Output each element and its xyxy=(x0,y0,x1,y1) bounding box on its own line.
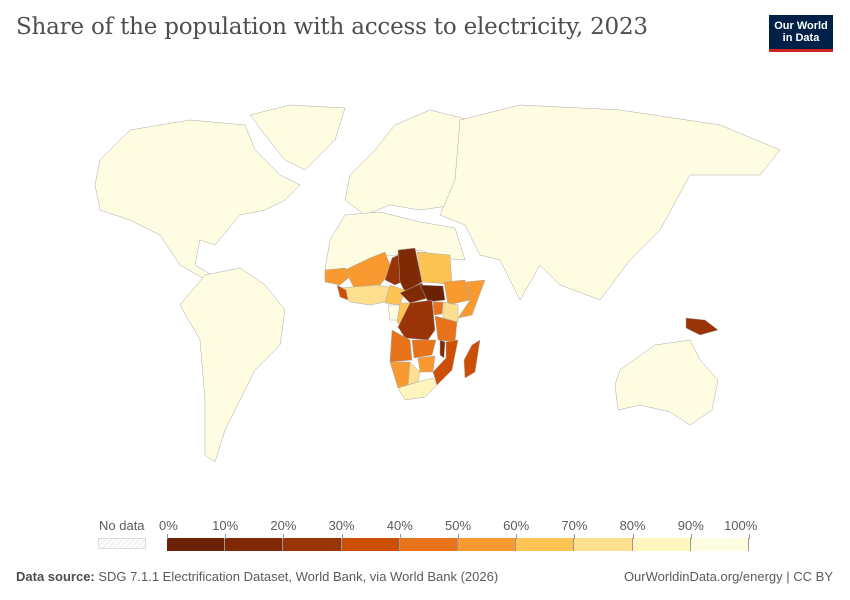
legend-tick-label: 90% xyxy=(677,518,704,533)
legend-tick xyxy=(458,534,459,539)
legend-tick-label: 30% xyxy=(328,518,355,533)
legend-bin[interactable] xyxy=(341,538,400,551)
legend-tick xyxy=(167,534,168,539)
legend-tick xyxy=(632,534,634,539)
region-angola[interactable] xyxy=(389,329,413,363)
region-kenya[interactable] xyxy=(442,301,459,323)
legend-bin[interactable] xyxy=(574,538,633,551)
legend-bin[interactable] xyxy=(458,538,517,551)
region-botswana[interactable] xyxy=(407,361,421,386)
legend-tick xyxy=(749,534,750,539)
region-png[interactable] xyxy=(685,317,719,336)
region-sudan[interactable] xyxy=(416,251,453,286)
legend-tick xyxy=(225,534,227,539)
region-somalia[interactable] xyxy=(457,279,486,319)
legend-bin[interactable] xyxy=(283,538,342,551)
owid-logo[interactable]: Our World in Data xyxy=(769,15,833,52)
region-malawi[interactable] xyxy=(439,339,446,359)
region-madagascar[interactable] xyxy=(463,339,481,379)
region-australia[interactable] xyxy=(614,339,719,426)
region-zimbabwe[interactable] xyxy=(417,355,436,373)
legend-bin[interactable] xyxy=(690,538,749,551)
legend-bin[interactable] xyxy=(516,538,575,551)
region-ethiopia[interactable] xyxy=(443,279,471,306)
legend-tick-label: 40% xyxy=(386,518,413,533)
legend-bin[interactable] xyxy=(632,538,691,551)
legend-tick xyxy=(574,534,576,539)
region-mauritania[interactable] xyxy=(324,267,353,286)
region-south-sudan[interactable] xyxy=(419,284,446,303)
region-zambia[interactable] xyxy=(411,339,437,359)
no-data-swatch xyxy=(98,538,146,549)
region-south-africa[interactable] xyxy=(397,377,438,401)
logo-line-1: Our World xyxy=(774,20,828,32)
legend-tick-label: 20% xyxy=(270,518,297,533)
world-map xyxy=(94,104,781,463)
legend-tick xyxy=(283,534,285,539)
no-data-label: No data xyxy=(99,518,145,533)
legend-tick xyxy=(341,534,343,539)
region-north-america[interactable] xyxy=(94,119,301,286)
region-greenland[interactable] xyxy=(249,104,346,171)
region-south-america[interactable] xyxy=(179,267,286,463)
legend-tick-label: 80% xyxy=(619,518,646,533)
page-title: Share of the population with access to e… xyxy=(16,14,648,40)
region-namibia[interactable] xyxy=(389,361,411,389)
footer-link[interactable]: OurWorldinData.org/energy | CC BY xyxy=(623,569,833,584)
legend-tick-label: 10% xyxy=(212,518,239,533)
legend-tick xyxy=(690,534,692,539)
data-source: Data source: SDG 7.1.1 Electrification D… xyxy=(16,569,498,584)
source-text[interactable]: SDG 7.1.1 Electrification Dataset, World… xyxy=(98,569,499,584)
region-asia[interactable] xyxy=(439,104,781,301)
legend-bin[interactable] xyxy=(225,538,284,551)
logo-line-2: in Data xyxy=(782,32,820,44)
region-uganda[interactable] xyxy=(432,301,444,316)
region-sierra-leone[interactable] xyxy=(336,284,349,301)
legend-tick xyxy=(516,534,518,539)
legend-tick-label: 70% xyxy=(561,518,588,533)
legend-bin[interactable] xyxy=(167,538,226,551)
source-label: Data source: xyxy=(16,569,95,584)
legend-tick-label: 0% xyxy=(159,518,178,533)
legend-tick xyxy=(399,534,401,539)
legend: No data 0% 10% 20% 30% 40% 50% 60% 70% 80% 90% 100… xyxy=(0,515,850,555)
region-mozambique[interactable] xyxy=(432,339,459,386)
legend-tick-label: 50% xyxy=(444,518,472,533)
legend-tick-label: 60% xyxy=(503,518,530,533)
legend-bin[interactable] xyxy=(399,538,458,551)
legend-tick-label: 100% xyxy=(724,518,758,533)
